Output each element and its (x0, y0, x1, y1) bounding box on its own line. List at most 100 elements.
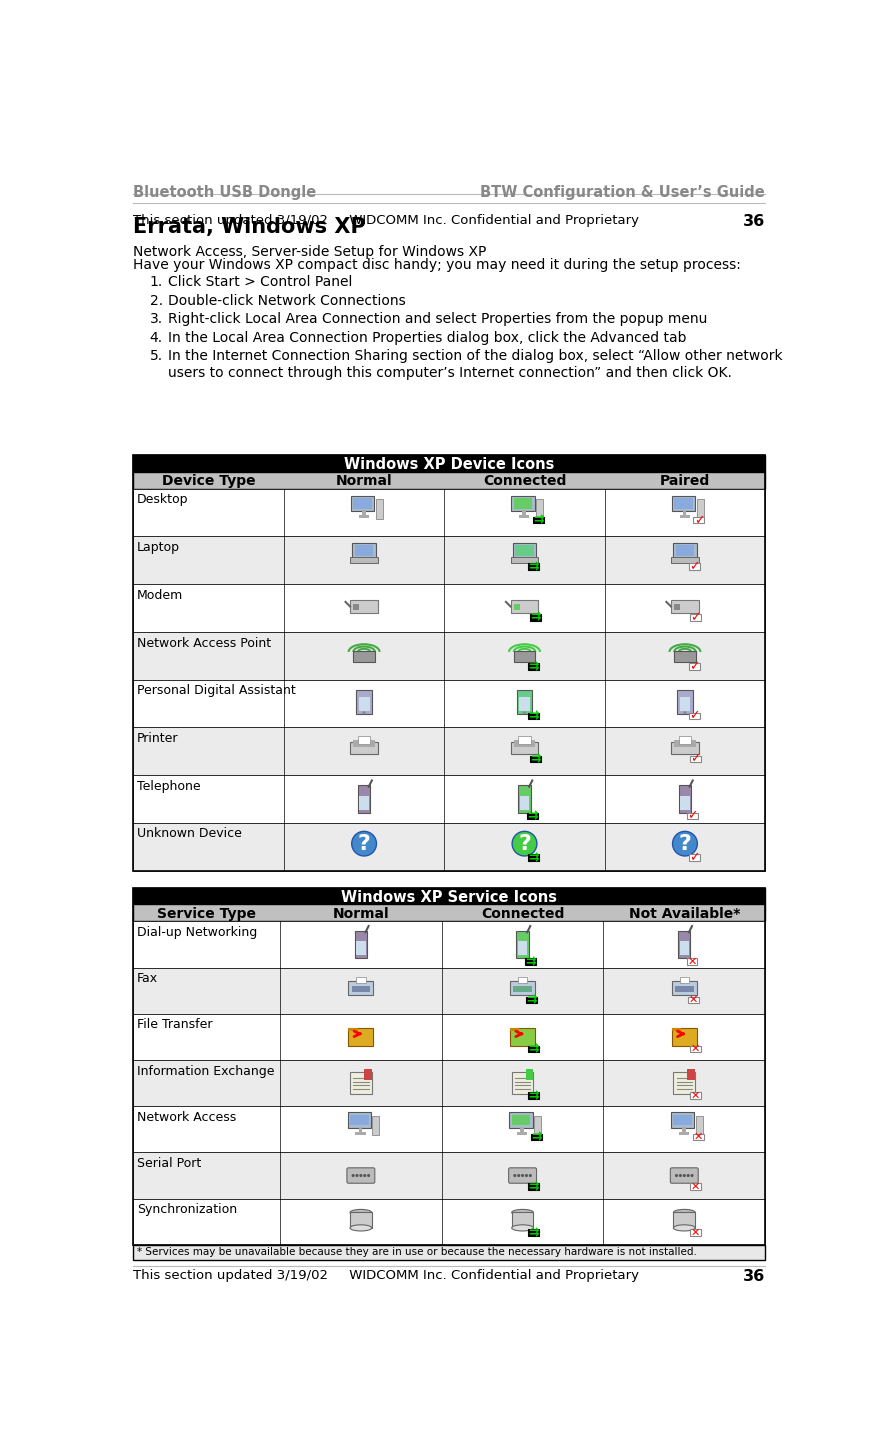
Bar (688, 1069, 696, 1080)
Text: Synchronization: Synchronization (137, 1203, 237, 1216)
Text: 5.: 5. (150, 349, 163, 363)
Bar (528, 1092, 539, 1099)
Text: ⇉: ⇉ (531, 1131, 541, 1144)
Bar (133, 472, 765, 488)
Text: Service Type: Service Type (157, 906, 256, 921)
Bar (133, 967, 765, 1014)
Circle shape (682, 1174, 686, 1177)
Text: Network Access Point: Network Access Point (137, 637, 271, 650)
Circle shape (675, 1174, 678, 1177)
Text: ✓: ✓ (694, 514, 704, 527)
Bar (133, 584, 765, 631)
Bar (349, 1028, 357, 1031)
Bar (693, 1134, 703, 1140)
Bar (522, 510, 526, 515)
Text: ⇉: ⇉ (528, 1226, 539, 1239)
Bar (350, 557, 378, 563)
Bar (133, 1199, 765, 1245)
Circle shape (512, 831, 537, 856)
Text: Dial-up Networking: Dial-up Networking (137, 927, 257, 940)
Circle shape (364, 1174, 366, 1177)
Text: ✓: ✓ (690, 753, 701, 766)
Bar (516, 931, 529, 959)
Bar (671, 1112, 695, 1128)
Bar (511, 601, 539, 613)
Bar (530, 756, 540, 762)
Bar (510, 1028, 519, 1031)
Text: Errata, Windows XP: Errata, Windows XP (133, 217, 365, 237)
Text: In the Internet Connection Sharing section of the dialog box, select “Allow othe: In the Internet Connection Sharing secti… (168, 349, 783, 379)
Circle shape (356, 1174, 358, 1177)
Bar (133, 822, 765, 870)
Bar (513, 740, 535, 747)
Text: Device Type: Device Type (161, 473, 255, 488)
Bar (671, 557, 699, 563)
Bar (519, 785, 531, 812)
Text: Personal Digital Assistant: Personal Digital Assistant (137, 685, 295, 698)
Bar (133, 727, 765, 775)
Text: This section updated 3/19/02     WIDCOMM Inc. Confidential and Proprietary: This section updated 3/19/02 WIDCOMM Inc… (133, 1268, 639, 1281)
Bar (680, 941, 689, 956)
Bar (528, 1229, 539, 1235)
Bar (349, 1028, 373, 1045)
Bar (679, 1132, 689, 1135)
Bar (351, 986, 371, 992)
Bar (682, 510, 687, 515)
Circle shape (351, 831, 377, 856)
Bar (511, 557, 539, 563)
Bar (512, 1073, 533, 1093)
Bar (133, 679, 765, 727)
Bar (133, 488, 765, 536)
Text: ✕: ✕ (690, 1228, 700, 1238)
Text: ✓: ✓ (690, 611, 701, 624)
Bar (682, 1127, 686, 1132)
Bar (675, 652, 696, 662)
Ellipse shape (512, 1209, 533, 1215)
Ellipse shape (350, 1209, 371, 1215)
Text: Paired: Paired (660, 473, 710, 488)
Bar (679, 736, 691, 744)
Bar (353, 740, 375, 747)
Bar (528, 854, 540, 860)
Bar (512, 495, 534, 511)
Text: ✕: ✕ (694, 1132, 703, 1142)
Text: Connected: Connected (483, 473, 566, 488)
Bar (359, 796, 369, 809)
Text: Windows XP Service Icons: Windows XP Service Icons (341, 891, 557, 905)
Bar (528, 712, 540, 720)
Text: ⇉: ⇉ (528, 1180, 539, 1193)
Bar (675, 740, 696, 747)
Bar (680, 698, 690, 711)
Bar (358, 1127, 363, 1132)
Bar (513, 498, 533, 508)
Text: 2.: 2. (150, 294, 163, 308)
Bar (357, 977, 365, 983)
Text: 36: 36 (743, 1268, 765, 1284)
Bar (689, 663, 700, 670)
Bar (675, 544, 695, 556)
Text: This section updated 3/19/02     WIDCOMM Inc. Confidential and Proprietary: This section updated 3/19/02 WIDCOMM Inc… (133, 214, 639, 227)
Text: ⇉: ⇉ (526, 993, 537, 1006)
Bar (133, 921, 765, 967)
Bar (350, 1073, 371, 1093)
Text: 36: 36 (743, 214, 765, 229)
Text: Modem: Modem (137, 589, 183, 602)
Text: ⇉: ⇉ (528, 851, 539, 864)
Text: ⇉: ⇉ (528, 1089, 539, 1102)
Bar (528, 663, 540, 670)
Bar (350, 601, 378, 613)
Text: BTW Configuration & User’s Guide: BTW Configuration & User’s Guide (480, 184, 765, 200)
FancyBboxPatch shape (670, 1169, 698, 1183)
Text: Serial Port: Serial Port (137, 1157, 201, 1170)
Text: Normal: Normal (333, 906, 389, 921)
Bar (519, 736, 531, 744)
Bar (674, 1073, 696, 1093)
Circle shape (523, 711, 526, 714)
Bar (376, 500, 383, 518)
Text: * Services may be unavailable because they are in use or because the necessary h: * Services may be unavailable because th… (137, 1247, 696, 1257)
Text: ?: ? (357, 834, 371, 854)
Bar (526, 812, 538, 820)
Text: ⇉: ⇉ (527, 809, 538, 822)
Bar (510, 1028, 535, 1045)
Bar (689, 563, 700, 569)
